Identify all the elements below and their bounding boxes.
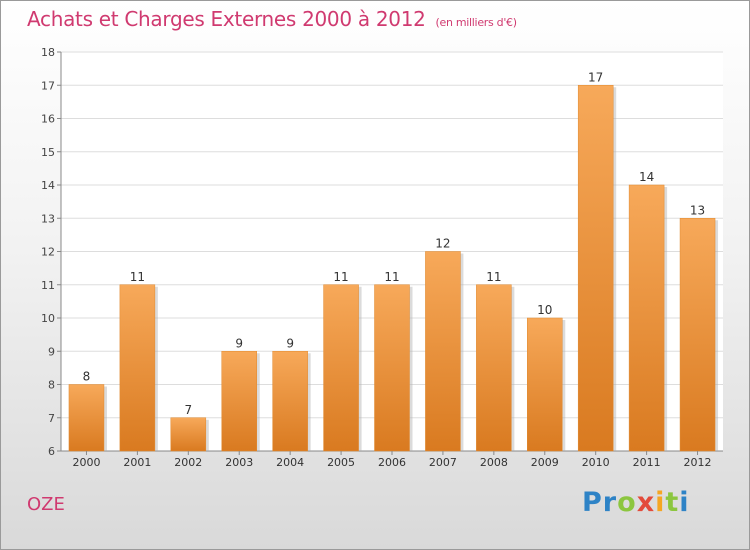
data-label: 11	[333, 270, 348, 284]
x-tick-label: 2000	[72, 456, 100, 469]
x-tick-label: 2008	[480, 456, 508, 469]
town-name: OZE	[27, 494, 65, 515]
chart-unit: (en milliers d'€)	[435, 16, 517, 29]
bar	[476, 284, 512, 452]
y-tick-label: 11	[41, 279, 55, 292]
x-tick-label: 2005	[327, 456, 355, 469]
y-tick-label: 12	[41, 246, 55, 259]
bar	[119, 284, 156, 452]
bar	[272, 351, 308, 452]
x-tick-label: 2012	[684, 456, 712, 469]
x-tick-label: 2002	[174, 456, 202, 469]
bar	[527, 317, 563, 452]
bar	[323, 284, 359, 452]
data-label: 9	[286, 336, 294, 350]
data-label: 11	[130, 270, 145, 284]
data-label: 11	[486, 270, 501, 284]
y-tick-label: 8	[48, 379, 55, 392]
logo-letter: x	[636, 487, 656, 518]
bar	[628, 184, 665, 452]
data-label: 9	[235, 336, 243, 350]
chart-title-text: Achats et Charges Externes 2000 à 2012	[27, 7, 426, 31]
x-tick-label: 2011	[633, 456, 661, 469]
data-label: 11	[384, 270, 399, 284]
y-tick-label: 13	[41, 212, 55, 225]
bar	[374, 284, 410, 452]
logo-letter: o	[617, 487, 637, 518]
x-tick-label: 2001	[123, 456, 151, 469]
bar	[679, 218, 716, 452]
y-tick-label: 16	[41, 113, 55, 126]
x-tick-label: 2007	[429, 456, 457, 469]
y-tick-label: 7	[48, 412, 55, 425]
y-tick-label: 9	[48, 345, 55, 358]
y-tick-label: 6	[48, 445, 55, 458]
bar	[577, 85, 614, 452]
x-tick-label: 2003	[225, 456, 253, 469]
logo-letter: P	[582, 487, 603, 518]
data-label: 8	[83, 370, 91, 384]
y-tick-label: 14	[41, 179, 55, 192]
y-tick-label: 10	[41, 312, 55, 325]
data-label: 13	[690, 203, 705, 217]
logo-letter: r	[602, 487, 618, 518]
data-label: 7	[184, 403, 192, 417]
x-tick-label: 2009	[531, 456, 559, 469]
bar	[425, 251, 461, 452]
data-label: 10	[537, 303, 552, 317]
logo-letter: i	[655, 487, 666, 518]
y-tick-label: 17	[41, 79, 55, 92]
data-label: 14	[639, 170, 654, 184]
bar	[221, 351, 257, 452]
logo-letter: t	[665, 487, 680, 518]
bar	[170, 417, 207, 452]
bar	[68, 384, 105, 452]
y-tick-label: 18	[41, 46, 55, 59]
x-tick-label: 2004	[276, 456, 304, 469]
proxiti-logo: Proxiti	[582, 487, 690, 518]
x-tick-label: 2006	[378, 456, 406, 469]
logo-letter: i	[679, 487, 690, 518]
y-tick-label: 15	[41, 146, 55, 159]
data-label: 17	[588, 70, 603, 84]
x-tick-label: 2010	[582, 456, 610, 469]
data-label: 12	[435, 237, 450, 251]
chart-title: Achats et Charges Externes 2000 à 2012 (e…	[27, 7, 517, 31]
